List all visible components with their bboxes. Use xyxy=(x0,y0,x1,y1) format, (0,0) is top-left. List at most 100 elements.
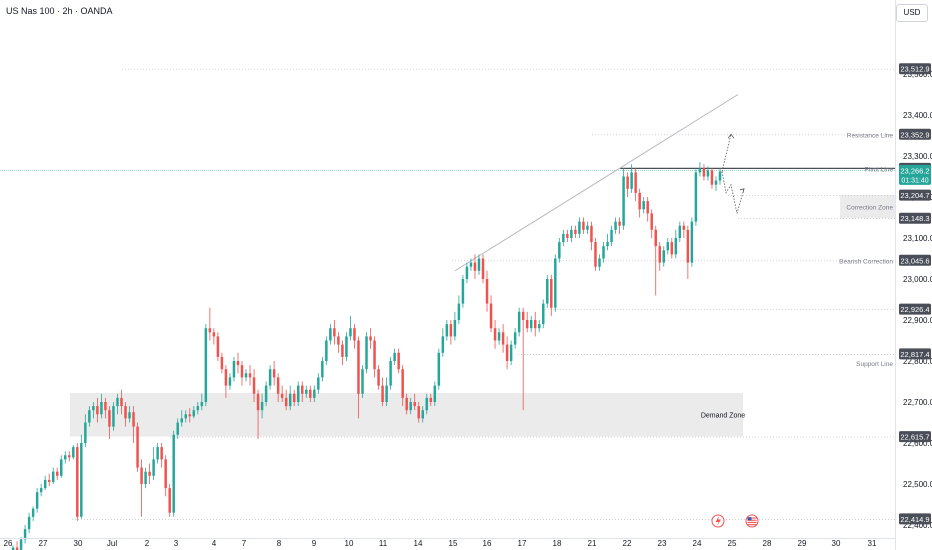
candle-body xyxy=(112,406,115,427)
level-label: Resistance Line xyxy=(847,132,894,139)
candle-body xyxy=(220,356,224,370)
candle-body xyxy=(176,422,179,435)
x-tick-label: 2 xyxy=(145,539,150,548)
candle-body xyxy=(224,369,228,386)
candles[interactable] xyxy=(4,162,722,550)
candle-body xyxy=(666,242,670,251)
price-label: 23,512.9 xyxy=(900,65,929,74)
level-label: Pivot Line xyxy=(864,166,893,173)
candle-body xyxy=(517,311,521,333)
candle-body xyxy=(292,393,296,402)
candle-body xyxy=(15,547,19,550)
candle-body xyxy=(582,221,585,230)
candle-body xyxy=(88,410,91,423)
candle-body xyxy=(425,397,429,411)
candle-body xyxy=(521,311,525,320)
candle-body xyxy=(180,418,183,423)
candle-body xyxy=(172,434,175,513)
x-tick-label: 7 xyxy=(242,539,247,548)
candle-body xyxy=(301,385,304,394)
candle-body xyxy=(626,176,629,189)
event-markers[interactable] xyxy=(711,514,759,528)
candle-body xyxy=(686,229,690,263)
candle-body xyxy=(240,365,244,378)
candle-body xyxy=(533,320,537,329)
candle-body xyxy=(614,221,617,230)
current-price: 23,266.2 xyxy=(900,166,929,175)
candle-body xyxy=(152,459,155,476)
price-label-bg xyxy=(899,63,931,75)
candle-body xyxy=(280,393,284,398)
candle-body xyxy=(373,340,376,370)
candle-body xyxy=(445,324,449,337)
currency-button[interactable]: USD xyxy=(896,4,928,22)
x-axis: 26 27 30 Jul 2 3 4 7 8 9 10 11 14 15 16 17 18 21 22 23 24 25 2… xyxy=(0,538,895,548)
candle-body xyxy=(393,352,396,361)
candle-body xyxy=(634,172,637,193)
candle-body xyxy=(558,242,561,259)
candle-body xyxy=(196,406,200,411)
projection-path[interactable] xyxy=(721,133,745,214)
candle-body xyxy=(702,168,706,177)
candle-body xyxy=(96,406,99,415)
candle-body xyxy=(598,258,601,267)
candle-body xyxy=(682,225,686,230)
candle-body xyxy=(562,233,565,243)
price-label: 22,926.4 xyxy=(900,305,929,314)
y-tick-label: 22,700.0 xyxy=(903,398,932,407)
projection-up xyxy=(721,134,732,172)
flag-stripe xyxy=(747,517,757,519)
candle-body xyxy=(690,221,694,263)
candle-body xyxy=(35,492,39,509)
flag-stripe xyxy=(747,524,757,526)
candle-body xyxy=(236,361,240,366)
candle-body xyxy=(365,336,368,370)
candle-body xyxy=(256,393,260,411)
price-label-bg xyxy=(899,128,931,140)
y-tick-label: 23,100.0 xyxy=(903,234,932,243)
x-tick-label: 17 xyxy=(518,539,527,548)
candle-body xyxy=(718,171,722,181)
candle-body xyxy=(389,361,392,386)
y-tick-label: 22,800.0 xyxy=(903,357,932,366)
candle-body xyxy=(546,279,549,304)
candle-body xyxy=(429,397,433,402)
price-label: 22,615.7 xyxy=(900,433,929,442)
x-tick-label: 11 xyxy=(379,539,388,548)
candle-body xyxy=(288,393,292,407)
trend-line[interactable] xyxy=(454,94,739,272)
y-tick-label: 23,000.0 xyxy=(903,275,932,284)
candle-body xyxy=(232,361,236,378)
us-flag-icon xyxy=(745,514,759,528)
candle-body xyxy=(714,180,718,185)
level-label: Bearish Correction xyxy=(839,258,893,265)
candle-body xyxy=(309,389,312,398)
y-tick-label: 22,400.0 xyxy=(903,521,932,530)
x-tick-label: 22 xyxy=(623,539,632,548)
candle-body xyxy=(353,328,356,341)
candle-body xyxy=(554,258,557,308)
candle-body xyxy=(313,389,316,398)
candle-body xyxy=(208,328,212,333)
candle-body xyxy=(618,221,621,226)
candle-body xyxy=(493,328,497,341)
flag-canton xyxy=(747,517,752,521)
price-label-bg xyxy=(899,303,931,315)
candle-body xyxy=(140,467,143,484)
x-tick-label: 31 xyxy=(868,539,877,548)
symbol-title[interactable]: US Nas 100 · 2h · OANDA xyxy=(6,6,113,16)
y-tick-label: 23,400.0 xyxy=(903,111,932,120)
candle-body xyxy=(369,336,372,341)
candle-body xyxy=(698,168,702,173)
candle-body xyxy=(337,336,340,345)
candle-body xyxy=(513,332,517,345)
x-tick-label: 8 xyxy=(277,539,282,548)
candle-body xyxy=(405,397,408,411)
price-label-bg xyxy=(899,189,931,201)
candle-body xyxy=(594,242,597,267)
candle-body xyxy=(630,172,633,189)
candle-body xyxy=(453,320,457,337)
candle-body xyxy=(228,377,232,386)
candle-body xyxy=(421,410,424,419)
